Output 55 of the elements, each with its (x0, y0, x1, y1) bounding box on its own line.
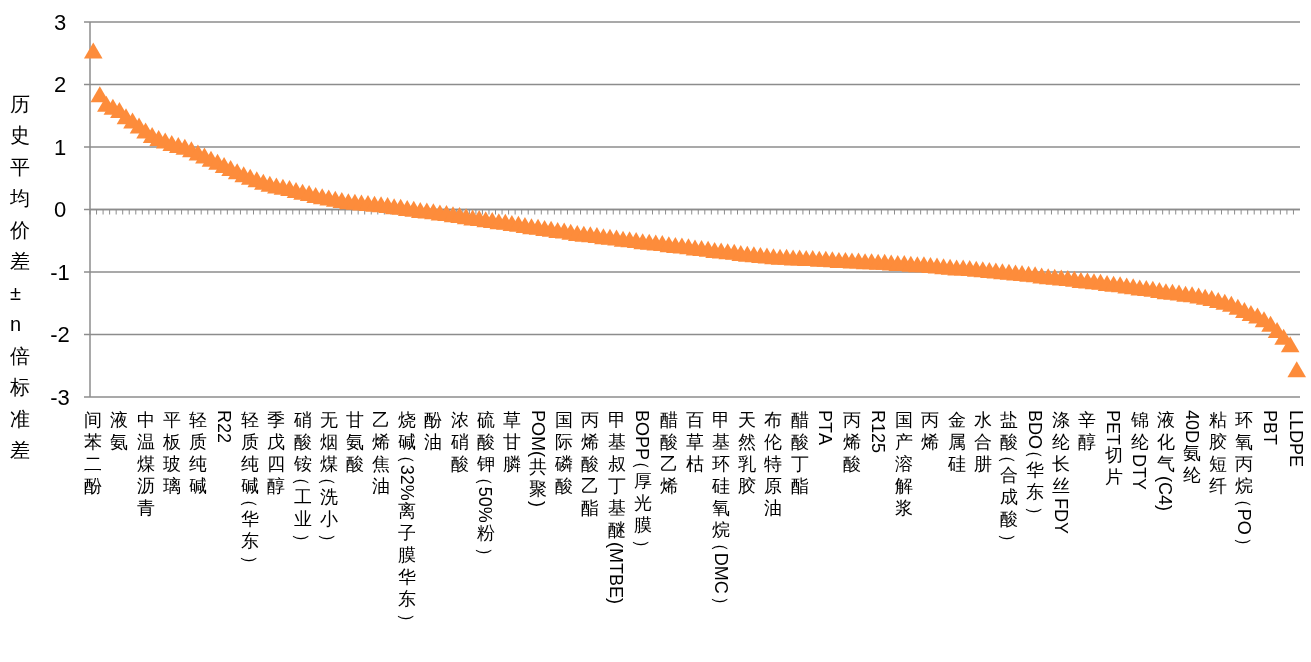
x-tick-label: R22 (213, 410, 234, 444)
y-tick-label: 2 (53, 72, 67, 98)
text: 历史平均价差±n倍标准差 (10, 92, 30, 462)
x-tick-label: POM(共聚) (527, 410, 548, 507)
x-tick-label: 液化气(C4) (1155, 409, 1176, 511)
x-tick-label: 中温煤沥青 (136, 409, 155, 518)
x-tick-label: 平板玻璃 (161, 409, 181, 496)
x-tick-label: 40D氨纶 (1181, 410, 1202, 485)
x-tick-label: 涤纶长丝FDY (1050, 409, 1071, 535)
category-label: 甲基叔丁基醚(MTBE) (606, 409, 627, 604)
x-tick-label: 盐酸（合成酸） (998, 409, 1019, 551)
x-tick-label: 酚油 (424, 409, 443, 452)
x-tick-label: 液氨 (110, 409, 129, 452)
x-tick-label: 轻质纯碱（华东） (239, 409, 260, 573)
x-tick-label: 硝酸铵（工业） (292, 409, 313, 551)
category-label: BOPP（厚光膜） (632, 410, 653, 557)
x-tick-label: 季戊四醇 (267, 409, 286, 496)
y-tick-label: -1 (50, 259, 70, 285)
x-tick-label: 间苯二酚 (84, 409, 103, 496)
x-tick-label: 醋酸丁酯 (790, 409, 809, 496)
x-tick-label: 乙烯焦油 (372, 409, 391, 496)
x-tick-label: 粘胶短纤 (1209, 409, 1228, 496)
x-tick-label: 金属硅 (946, 409, 966, 474)
x-tick-label: 百草枯 (686, 409, 704, 474)
x-tick-label: 水合肼 (973, 409, 992, 474)
category-label: 烧碱（32%离子膜华东） (396, 409, 417, 631)
x-tick-label: 丙烯酸乙酯 (581, 409, 600, 518)
x-tick-label: 辛醇 (1078, 409, 1097, 452)
x-tick-label: 浓硝酸 (449, 409, 469, 474)
x-tick-label: 醋酸乙烯 (659, 409, 678, 496)
x-tick-label: 甘氨酸 (345, 409, 364, 474)
x-tick-label: PBT (1260, 410, 1281, 446)
x-tick-label: 丙烯酸 (842, 409, 861, 474)
x-tick-label: 轻质纯碱 (188, 409, 207, 496)
x-tick-label: 国际磷酸 (554, 409, 574, 496)
x-tick-label: 草甘膦 (502, 409, 521, 474)
x-tick-label: 布伦特原油 (764, 409, 783, 518)
category-label: 硫酸钾（50%粉） (475, 409, 496, 565)
y-tick-label: 3 (53, 9, 67, 35)
y-tick-label: -3 (50, 384, 70, 410)
x-tick-label: PTA (815, 410, 836, 446)
x-tick-label: 锦纶DTY (1129, 409, 1150, 491)
y-tick-label: -2 (50, 322, 70, 348)
x-tick-label: PET切片 (1103, 410, 1124, 487)
x-tick-label: 国产溶解浆 (895, 409, 914, 518)
x-tick-label: 丙烯 (921, 409, 940, 452)
y-tick-label: 0 (53, 197, 67, 223)
y-tick-label: 1 (53, 134, 67, 160)
x-tick-label: BDO（华东） (1024, 410, 1045, 524)
x-tick-label: 无烟煤（洗小） (318, 409, 339, 551)
x-tick-label: 天然乳胶 (738, 409, 757, 496)
x-tick-label: LLDPE (1286, 410, 1307, 468)
x-tick-label: R125 (867, 410, 888, 454)
x-tick-label: 环氧丙烷（PO） (1233, 409, 1254, 555)
category-label: 甲基环硅氧烷（DMC） (710, 409, 731, 614)
